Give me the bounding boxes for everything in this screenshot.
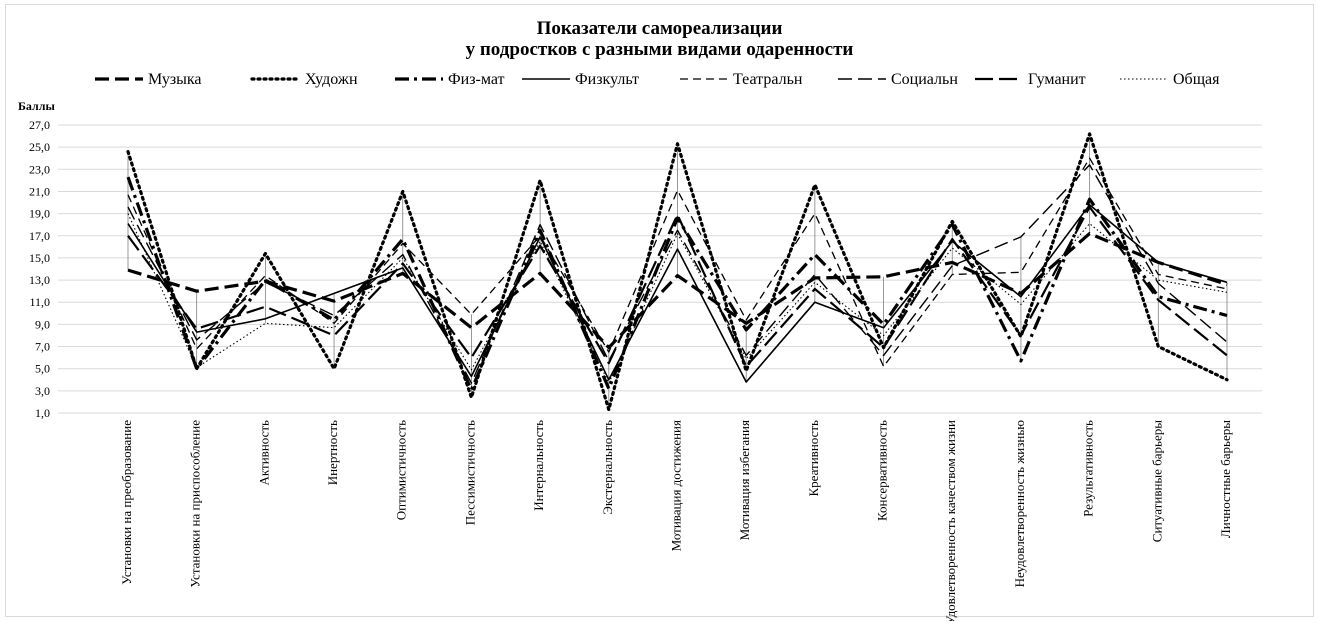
y-tick-label: 23,0 [29, 162, 50, 176]
y-tick-label: 13,0 [29, 273, 50, 287]
y-tick-label: 3,0 [35, 384, 50, 398]
x-tick-label: Инертность [325, 420, 340, 485]
x-tick-label: Мотивация избегания [737, 420, 752, 540]
y-axis-label: Баллы [18, 99, 56, 113]
x-tick-label: Неудовлетворенность жизнью [1012, 420, 1027, 588]
x-tick-label: Личностные барьеры [1218, 420, 1233, 538]
x-tick-label: Оптимистичность [394, 420, 409, 520]
x-tick-label: Пессимистичность [462, 420, 477, 525]
legend: Музыка Художн Физ-мат Физкульт Театральн Соци… [95, 71, 1220, 88]
legend-label: Гуманит [1028, 71, 1086, 88]
legend-label: Физ-мат [448, 71, 505, 88]
x-axis-ticks: Установки на преобразование Установки на … [119, 420, 1233, 621]
y-tick-label: 9,0 [35, 317, 50, 331]
y-tick-label: 11,0 [29, 295, 50, 309]
x-tick-label: Активность [256, 420, 271, 486]
series-line-7 [127, 205, 1228, 368]
x-tick-label: Интернальность [531, 420, 546, 511]
series-line-1 [127, 232, 1228, 350]
y-tick-label: 17,0 [29, 229, 50, 243]
y-axis-ticks: 1,0 3,0 5,0 7,0 9,0 11,0 13,0 15,0 17,0 19,0 21,0 2… [29, 118, 50, 420]
gridlines [58, 124, 1262, 414]
series-line-3 [126, 176, 1228, 392]
legend-label: Социальн [891, 71, 958, 88]
series-lines [126, 132, 1229, 412]
x-tick-label: Креативность [806, 420, 821, 497]
y-tick-label: 25,0 [29, 140, 50, 154]
series-line-2 [126, 132, 1229, 412]
y-tick-label: 19,0 [29, 207, 50, 221]
series-line-4 [127, 204, 1228, 383]
chart-frame [5, 4, 1314, 617]
x-tick-label: Удовлетворенность качеством жизни [943, 420, 958, 621]
x-tick-label: Установки на преобразование [119, 420, 134, 585]
series-line-8 [127, 213, 1228, 384]
legend-label: Общая [1173, 71, 1220, 88]
y-tick-label: 21,0 [29, 184, 50, 198]
legend-label: Художн [305, 71, 358, 88]
chart-title-line2: у подростков с разными видами одаренност… [465, 39, 854, 60]
y-tick-label: 27,0 [29, 118, 50, 132]
y-tick-label: 5,0 [35, 362, 50, 376]
legend-label: Физкульт [575, 71, 639, 88]
x-tick-label: Результативность [1081, 420, 1096, 517]
x-tick-label: Экстернальность [600, 420, 615, 515]
x-tick-label: Ситуативные барьеры [1149, 420, 1164, 542]
x-tick-label: Мотивация достижения [668, 420, 683, 551]
series-line-6 [127, 164, 1228, 384]
y-tick-label: 1,0 [35, 406, 50, 420]
y-tick-label: 7,0 [35, 340, 50, 354]
legend-label: Музыка [148, 71, 202, 88]
x-tick-label: Установки на приспособление [188, 420, 203, 588]
legend-label: Театральн [733, 71, 803, 88]
x-tick-label: Консервативность [875, 420, 890, 521]
y-tick-label: 15,0 [29, 251, 50, 265]
chart-title-line1: Показатели самореализации [536, 18, 783, 39]
series-line-5 [127, 157, 1228, 368]
